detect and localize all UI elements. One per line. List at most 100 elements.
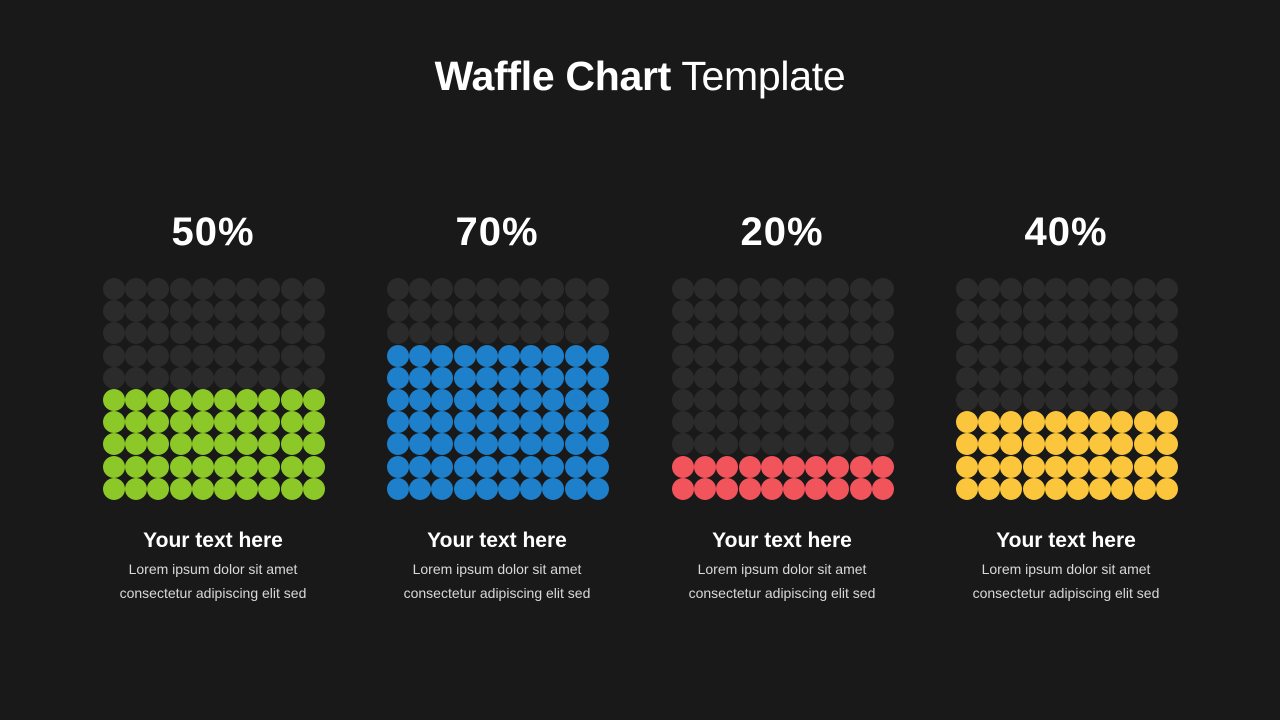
waffle-dot-empty	[716, 433, 739, 456]
waffle-dot-filled	[586, 433, 609, 456]
waffle-dot-empty	[1022, 389, 1045, 411]
waffle-dot-filled	[542, 477, 565, 500]
description-line: consectetur adipiscing elit sed	[119, 585, 307, 601]
waffle-grid	[387, 278, 609, 500]
waffle-dot-empty	[280, 344, 303, 367]
waffle-dot-empty	[805, 389, 828, 411]
waffle-dot-filled	[214, 411, 236, 434]
waffle-dot-empty	[520, 322, 543, 345]
waffle-dot-filled	[1133, 411, 1156, 434]
waffle-dot-filled	[849, 477, 872, 500]
waffle-dot-filled	[103, 389, 125, 411]
waffle-dot-empty	[1111, 322, 1134, 345]
waffle-dot-empty	[871, 389, 894, 411]
waffle-dot-empty	[805, 322, 828, 345]
waffle-dot-filled	[1155, 433, 1178, 456]
waffle-dot-empty	[760, 411, 783, 434]
waffle-dot-filled	[280, 411, 303, 434]
waffle-dot-filled	[387, 455, 409, 478]
waffle-dot-empty	[738, 411, 761, 434]
waffle-dot-empty	[738, 322, 761, 345]
waffle-dot-filled	[453, 477, 476, 500]
waffle-dot-empty	[849, 433, 872, 456]
waffle-dot-filled	[214, 389, 236, 411]
waffle-dot-empty	[1133, 300, 1156, 323]
waffle-dot-filled	[409, 344, 432, 367]
waffle-dot-filled	[431, 411, 454, 434]
waffle-dot-empty	[760, 389, 783, 411]
waffle-dot-filled	[586, 455, 609, 478]
waffle-dot-filled	[1133, 477, 1156, 500]
waffle-dot-filled	[387, 366, 409, 389]
waffle-dot-filled	[302, 477, 325, 500]
waffle-dot-empty	[147, 300, 170, 323]
waffle-dot-empty	[236, 300, 259, 323]
waffle-dot-empty	[1067, 278, 1089, 300]
description-line: consectetur adipiscing elit sed	[403, 585, 591, 601]
waffle-dot-filled	[236, 389, 259, 411]
waffle-dot-empty	[871, 344, 894, 367]
waffle-dot-empty	[387, 278, 409, 300]
waffle-dot-filled	[1111, 477, 1134, 500]
waffle-dot-empty	[409, 278, 432, 300]
waffle-dot-empty	[1067, 366, 1089, 389]
waffle-dot-empty	[760, 278, 783, 300]
title-bold: Waffle Chart	[434, 53, 672, 99]
waffle-dot-filled	[258, 455, 281, 478]
waffle-dot-filled	[498, 344, 520, 367]
waffle-dot-filled	[431, 389, 454, 411]
waffle-panel-1: 50% Your text here Lorem ipsum dolor sit…	[83, 205, 343, 601]
waffle-dot-empty	[214, 300, 236, 323]
waffle-dot-filled	[302, 389, 325, 411]
waffle-dot-filled	[214, 477, 236, 500]
waffle-dot-empty	[1111, 300, 1134, 323]
waffle-dot-empty	[586, 322, 609, 345]
waffle-dot-filled	[542, 411, 565, 434]
waffle-dot-empty	[1000, 366, 1023, 389]
waffle-dot-empty	[978, 322, 1001, 345]
waffle-dot-filled	[871, 477, 894, 500]
waffle-dot-filled	[586, 389, 609, 411]
waffle-dot-empty	[1155, 344, 1178, 367]
waffle-dot-filled	[694, 455, 717, 478]
caption-description: Lorem ipsum dolor sit amet consectetur a…	[83, 557, 343, 605]
waffle-dot-empty	[956, 389, 978, 411]
waffle-dot-empty	[1022, 344, 1045, 367]
waffle-dot-filled	[387, 411, 409, 434]
waffle-dot-filled	[258, 411, 281, 434]
description-line: Lorem ipsum dolor sit amet	[412, 561, 582, 577]
waffle-dot-empty	[1155, 366, 1178, 389]
waffle-dot-empty	[236, 366, 259, 389]
waffle-dot-empty	[586, 278, 609, 300]
waffle-dot-empty	[672, 344, 694, 367]
waffle-dot-filled	[302, 411, 325, 434]
waffle-dot-empty	[956, 344, 978, 367]
caption-description: Lorem ipsum dolor sit amet consectetur a…	[652, 557, 912, 605]
waffle-dot-filled	[1111, 455, 1134, 478]
waffle-dot-filled	[475, 366, 498, 389]
caption-heading: Your text here	[996, 529, 1136, 552]
waffle-dot-empty	[672, 300, 694, 323]
waffle-dot-empty	[827, 433, 850, 456]
waffle-dot-empty	[147, 366, 170, 389]
waffle-dot-empty	[214, 344, 236, 367]
waffle-dot-empty	[716, 344, 739, 367]
waffle-dot-filled	[783, 477, 805, 500]
waffle-dot-empty	[956, 278, 978, 300]
waffle-dot-empty	[871, 278, 894, 300]
percent-label: 40%	[1024, 210, 1108, 254]
waffle-dot-empty	[1000, 344, 1023, 367]
waffle-dot-filled	[498, 433, 520, 456]
waffle-dot-filled	[214, 433, 236, 456]
waffle-dot-filled	[103, 411, 125, 434]
waffle-dot-empty	[1089, 366, 1112, 389]
waffle-dot-empty	[125, 366, 148, 389]
waffle-dot-filled	[978, 477, 1001, 500]
waffle-dot-filled	[258, 389, 281, 411]
waffle-dot-empty	[103, 300, 125, 323]
waffle-dot-filled	[1000, 455, 1023, 478]
waffle-dot-empty	[805, 366, 828, 389]
waffle-dot-empty	[1111, 389, 1134, 411]
waffle-dot-filled	[1022, 455, 1045, 478]
waffle-dot-empty	[1089, 389, 1112, 411]
